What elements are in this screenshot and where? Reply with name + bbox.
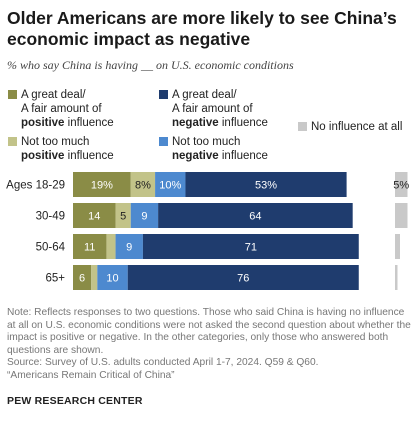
legend-swatch [8, 90, 17, 99]
bar-segment [185, 172, 347, 197]
legend-swatch [159, 90, 168, 99]
legend-rest: influence [64, 117, 114, 129]
bar-segment [73, 203, 116, 228]
chart-subtitle: % who say China is having __ on U.S. eco… [7, 58, 294, 72]
legend-line: A great deal/ [172, 89, 237, 101]
bar-segment [158, 203, 353, 228]
legend-bold: negative [172, 150, 219, 162]
bar-segment [106, 234, 116, 259]
bar-segment [73, 172, 131, 197]
no-influence-bar [395, 203, 408, 228]
chart-title: Older Americans are more likely to see C… [7, 8, 397, 49]
category-label: 65+ [45, 273, 65, 285]
category-label: 50-64 [36, 242, 66, 254]
bar-value-label: 9 [141, 211, 147, 223]
chart-note: Note: Reflects responses to two question… [7, 307, 411, 356]
legend-line: A fair amount of [21, 103, 102, 115]
legend-line: Not too much [172, 136, 241, 148]
legend-line: A great deal/ [21, 89, 86, 101]
bar-value-label: 5 [120, 211, 126, 223]
legend-swatch [159, 137, 168, 146]
bar-value-label: 8% [135, 180, 151, 192]
bar-segment [115, 203, 131, 228]
legend-line: No influence at all [311, 121, 403, 133]
bar-segment [142, 234, 359, 259]
bar-value-label: 64 [249, 211, 261, 223]
category-label: Ages 18-29 [6, 180, 65, 192]
bar-value-label: 10 [106, 273, 118, 285]
bar-value-label: 9 [126, 242, 132, 254]
source-line: Source: Survey of U.S. adults conducted … [7, 357, 319, 368]
bar-segment [130, 203, 159, 228]
no-influence-bar [395, 172, 408, 197]
bar-segment [115, 234, 143, 259]
bar-segment [127, 265, 359, 290]
no-influence-bar [395, 234, 400, 259]
no-influence-label: 5% [393, 180, 409, 192]
bar-segment [130, 172, 156, 197]
bar-value-label: 76 [237, 273, 249, 285]
stacked-bar-chart: Ages 18-29 19% 8% 10% 53% 5% 30-49 14 5 9 64 50-64 1… [6, 172, 409, 290]
no-influence-bar [395, 265, 398, 290]
bar-segment [73, 234, 107, 259]
bar-value-label: 53% [255, 180, 277, 192]
chart-source: Source: Survey of U.S. adults conducted … [7, 357, 412, 382]
legend-bold: positive [21, 150, 65, 162]
bar-segment [97, 265, 128, 290]
legend-rest: influence [218, 117, 268, 129]
legend-bold: positive [21, 117, 65, 129]
bar-value-label: 11 [84, 242, 95, 254]
bar-value-label: 71 [245, 242, 257, 254]
legend-bold: negative [172, 117, 219, 129]
legend-rest: influence [64, 150, 114, 162]
bar-value-label: 14 [88, 211, 100, 223]
legend-rest: influence [218, 150, 268, 162]
bar-segment [155, 172, 186, 197]
legend-line: A fair amount of [172, 103, 253, 115]
source-title: “Americans Remain Critical of China” [7, 369, 175, 381]
category-label: 30-49 [36, 211, 65, 223]
legend-swatch [298, 122, 307, 131]
bar-segment [91, 265, 98, 290]
bar-value-label: 10% [159, 180, 181, 192]
legend-line: Not too much [21, 136, 90, 148]
pew-logo-text: PEW RESEARCH CENTER [7, 395, 143, 407]
bar-value-label: 6 [79, 273, 85, 285]
legend-swatch [8, 137, 17, 146]
bar-value-label: 19% [91, 180, 113, 192]
bar-segment [73, 265, 92, 290]
